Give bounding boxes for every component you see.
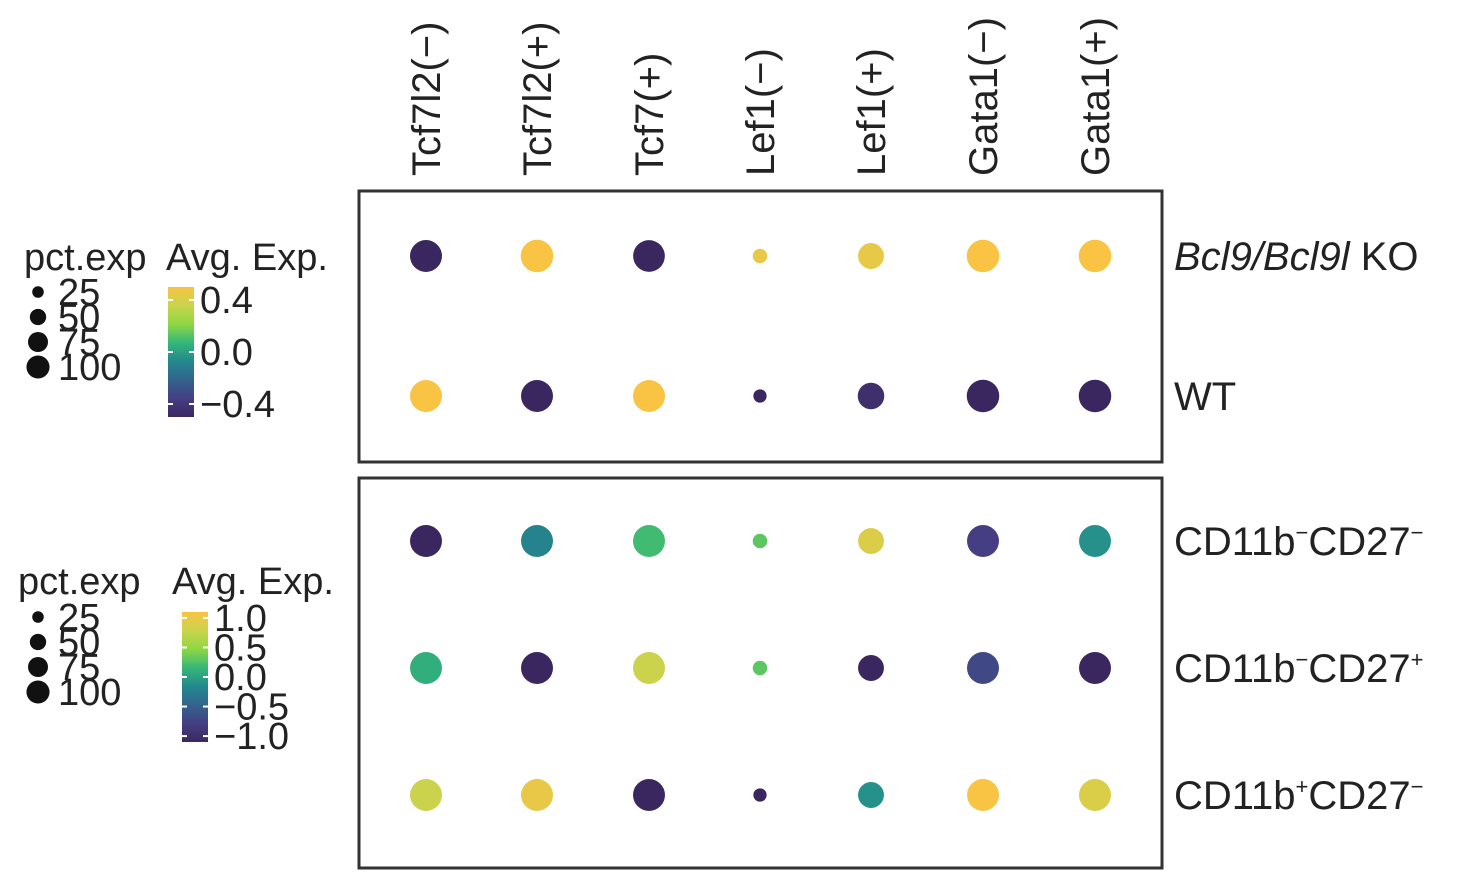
- dot: [633, 779, 665, 811]
- dot: [633, 652, 665, 684]
- colorbar-tick-label: 0.0: [214, 657, 267, 699]
- dot: [410, 652, 442, 684]
- row-labels: Bcl9/Bcl9l KO WT CD11b−CD27− CD11b−CD27+…: [1174, 235, 1424, 818]
- dot: [1079, 652, 1111, 684]
- dot: [521, 779, 553, 811]
- legend-color-ticks: 0.4 0.0 −0.4: [168, 280, 275, 426]
- dot: [753, 389, 767, 403]
- panel-1-frame: [357, 189, 1164, 464]
- legend-size-title: pct.exp: [24, 237, 147, 279]
- legend-size-label: 25: [58, 597, 100, 639]
- dot: [1079, 525, 1111, 557]
- dot: [752, 248, 768, 264]
- dot: [521, 380, 553, 412]
- column-label: Tcf7l2(−): [405, 22, 449, 177]
- panel-2-frame: [357, 476, 1164, 870]
- dot: [858, 782, 884, 808]
- dot: [858, 655, 884, 681]
- legend-size-label: 50: [58, 622, 100, 664]
- legend-size-label: 50: [58, 297, 100, 339]
- dot: [410, 525, 442, 557]
- legend-size-dot: [32, 286, 44, 298]
- dot: [752, 533, 768, 549]
- legend-size-label: 75: [58, 322, 100, 364]
- colorbar-tick-label: 0.0: [200, 332, 253, 374]
- dot: [410, 380, 442, 412]
- dots-layer: [410, 239, 1112, 811]
- legend-size-label: 25: [58, 272, 100, 314]
- legend-size-label: 100: [58, 347, 121, 389]
- legend-size-label: 75: [58, 647, 100, 689]
- column-labels: Tcf7l2(−) Tcf7l2(+) Tcf7(+) Lef1(−) Lef1(+) G…: [405, 17, 1118, 176]
- colorbar-tick-label: 0.5: [214, 627, 267, 669]
- dot: [633, 380, 665, 412]
- legend-size-dot: [32, 611, 44, 623]
- row-label-bcl9-ko: Bcl9/Bcl9l KO: [1174, 235, 1419, 279]
- legend-size-dot: [26, 355, 50, 379]
- legend-size-dot: [29, 633, 47, 651]
- column-label: Tcf7l2(+): [516, 22, 560, 177]
- legend-size-label: 100: [58, 672, 121, 714]
- dot: [967, 652, 999, 684]
- dot: [967, 525, 999, 557]
- dot: [1078, 239, 1112, 273]
- colorbar-tick-label: −0.5: [214, 687, 289, 729]
- dot: [966, 239, 1000, 273]
- legend-size-dot: [28, 657, 48, 677]
- legend-size-dot: [26, 680, 50, 704]
- row-label-cd11b-neg-cd27-neg: CD11b−CD27−: [1174, 520, 1424, 564]
- row-label-rest: KO: [1350, 235, 1419, 279]
- column-label: Gata1(+): [1074, 17, 1118, 176]
- row-label-cd11b-pos-cd27-neg: CD11b+CD27−: [1174, 774, 1424, 818]
- dot: [857, 382, 885, 410]
- dot: [633, 240, 665, 272]
- row-label-wt: WT: [1174, 375, 1236, 419]
- dot: [858, 243, 884, 269]
- row-label-italic: Bcl9/Bcl9l: [1174, 235, 1351, 279]
- dot: [966, 379, 1000, 413]
- dot: [753, 788, 767, 802]
- dot: [858, 528, 884, 554]
- legend-size-dot: [28, 332, 48, 352]
- dot: [520, 239, 554, 273]
- colorbar-tick-label: −1.0: [214, 716, 289, 758]
- column-label: Lef1(−): [739, 48, 783, 176]
- dot: [1079, 779, 1111, 811]
- column-label: Tcf7(+): [628, 53, 672, 176]
- row-label-cd11b-neg-cd27-pos: CD11b−CD27+: [1174, 647, 1424, 691]
- dot: [752, 660, 768, 676]
- legend-color-title: Avg. Exp.: [172, 561, 334, 603]
- legend-size-dot: [29, 308, 47, 326]
- column-label: Lef1(+): [850, 48, 894, 176]
- colorbar-tick-label: 1.0: [214, 598, 267, 640]
- dot: [521, 525, 553, 557]
- colorbar-tick-label: −0.4: [200, 384, 275, 426]
- dot: [410, 779, 442, 811]
- dot: [521, 652, 553, 684]
- legend-color-ticks: 1.00.50.0−0.5−1.0: [182, 598, 289, 758]
- dot: [1078, 379, 1112, 413]
- legend-size-title: pct.exp: [18, 561, 141, 603]
- column-label: Gata1(−): [962, 17, 1006, 176]
- colorbar-tick-label: 0.4: [200, 280, 253, 322]
- dot: [410, 240, 442, 272]
- dot: [633, 525, 665, 557]
- dot: [967, 779, 999, 811]
- legend-color-title: Avg. Exp.: [166, 237, 328, 279]
